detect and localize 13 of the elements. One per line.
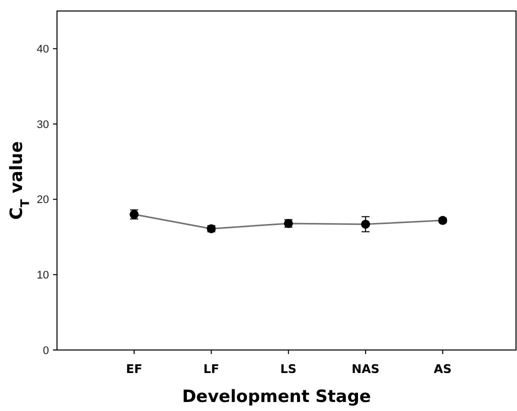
x-tick-label: NAS xyxy=(352,362,380,376)
x-tick-label: AS xyxy=(434,362,452,376)
point xyxy=(438,216,448,225)
point xyxy=(361,220,370,229)
x-tick-label: LF xyxy=(203,362,220,376)
y-tick-label: 0 xyxy=(42,344,49,357)
y-tick-label: 10 xyxy=(36,270,49,282)
y-tick-label: 30 xyxy=(36,118,49,131)
x-tick-label: EF xyxy=(126,362,142,376)
y-tick-label: 20 xyxy=(36,194,49,206)
y-tick-label: 40 xyxy=(36,44,49,56)
x-axis-title: Development Stage xyxy=(182,387,371,407)
x-tick-label: LS xyxy=(280,362,297,376)
